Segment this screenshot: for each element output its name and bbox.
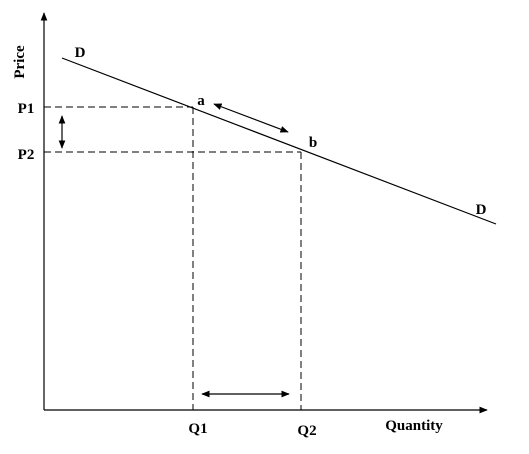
y-axis-label: Price — [12, 45, 28, 79]
price-label: P1 — [18, 101, 35, 117]
x-axis-label: Quantity — [385, 418, 443, 434]
price-label: P2 — [18, 147, 35, 163]
curve-label: D — [476, 202, 487, 218]
demand-curve — [61, 57, 497, 225]
curve-label: D — [75, 45, 86, 61]
quantity-label: Q2 — [297, 423, 316, 439]
quantity-label: Q1 — [188, 421, 207, 437]
point-label: b — [309, 135, 317, 151]
point-label: a — [197, 93, 205, 109]
movement-arrow — [213, 103, 289, 133]
